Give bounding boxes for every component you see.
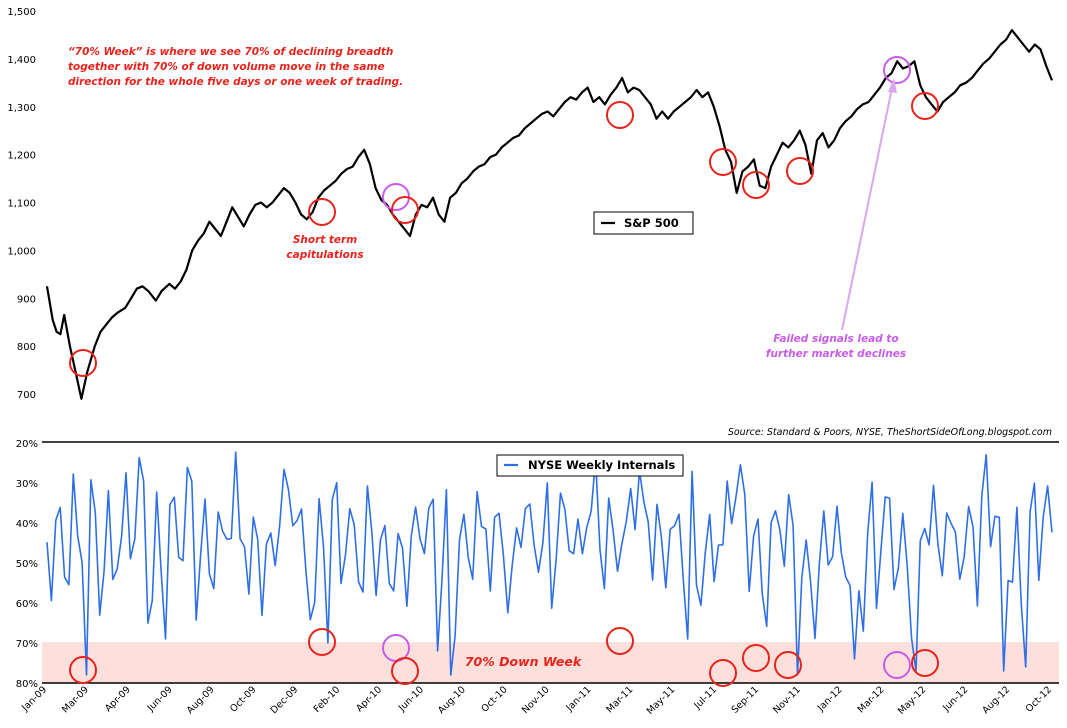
signal-circle — [606, 101, 634, 129]
x-tick-label: Jun-10 — [396, 684, 426, 714]
nyse-ytick-label: 60% — [16, 599, 38, 610]
signal-circle — [742, 644, 770, 672]
x-axis: Jan-09 Mar-09 Apr-09 Jun-09 Aug-09 Oct-09 Dec-… — [19, 684, 1054, 717]
x-tick-label: Apr-09 — [103, 684, 133, 714]
signal-circle — [308, 628, 336, 656]
annotation-line-1: “70% Week” is where we see 70% of declin… — [68, 46, 393, 58]
failed-signals-line-1: Failed signals lead to — [773, 333, 898, 345]
nyse-ytick-label: 80% — [16, 679, 38, 690]
x-tick-label: Jan-11 — [564, 684, 594, 714]
annotation-block: “70% Week” is where we see 70% of declin… — [68, 46, 403, 88]
short-term-label: Short term capitulations — [286, 234, 363, 261]
failed-signals-arrowhead — [888, 78, 897, 93]
signal-circle — [774, 651, 802, 679]
nyse-line — [46, 451, 1053, 676]
signal-circle — [709, 659, 737, 687]
nyse-ytick-label: 20% — [16, 439, 38, 450]
x-tick-label: Oct-10 — [479, 684, 509, 714]
sp500-ytick-label: 900 — [17, 294, 36, 305]
signal-circle — [742, 171, 770, 199]
x-tick-label: Oct-09 — [228, 684, 258, 714]
signal-circle — [883, 651, 911, 679]
signal-circle — [786, 157, 814, 185]
signal-circle — [391, 657, 419, 685]
short-term-label-line-1: Short term — [293, 234, 357, 246]
x-tick-label: Aug-12 — [980, 684, 1012, 716]
signal-circle — [911, 92, 939, 120]
x-tick-label: Aug-10 — [436, 684, 468, 716]
signal-circle — [883, 56, 911, 84]
nyse-legend: NYSE Weekly Internals — [496, 454, 684, 477]
sp500-legend: S&P 500 — [593, 211, 694, 235]
x-tick-label: Mar-09 — [60, 684, 91, 715]
sp500-ytick-label: 1,400 — [7, 55, 36, 66]
signal-circle — [391, 196, 419, 224]
sp500-ytick-label: 1,300 — [7, 103, 36, 114]
sp500-y-axis: 700 800 900 1,000 1,100 1,200 1,300 1,400 1,500 — [7, 7, 36, 401]
sp500-line — [45, 29, 1054, 400]
x-tick-label: Dec-09 — [269, 684, 301, 716]
annotation-line-3: direction for the whole five days or one… — [68, 76, 403, 88]
sp500-ytick-label: 1,100 — [7, 199, 36, 210]
x-tick-label: Jun-09 — [145, 684, 175, 714]
nyse-legend-label: NYSE Weekly Internals — [528, 458, 675, 472]
x-tick-label: Aug-09 — [185, 684, 217, 716]
x-tick-label: May-12 — [896, 684, 929, 717]
sp500-legend-label: S&P 500 — [624, 216, 679, 230]
nyse-ytick-label: 70% — [16, 639, 38, 650]
signal-circle — [911, 649, 939, 677]
x-tick-label: Nov-10 — [520, 684, 552, 716]
x-tick-label: Nov-11 — [771, 684, 803, 716]
signal-circle — [69, 656, 97, 684]
signal-circle — [308, 198, 336, 226]
sp500-ytick-label: 800 — [17, 342, 36, 353]
sp500-panel: 7008009001,0001,1001,2001,3001,4001,500 … — [7, 7, 1054, 401]
x-tick-label: Apr-10 — [354, 684, 384, 714]
nyse-panel: 20% 30% 40% 50% 60% 70% 80% 70% Down Week Sour… — [16, 427, 1059, 717]
failed-signals-line-2: further market declines — [766, 348, 906, 360]
sp500-legend-box — [593, 211, 694, 235]
x-tick-label: Mar-12 — [856, 684, 887, 715]
failed-signals-arrow — [841, 87, 893, 331]
sp500-ytick-label: 700 — [17, 390, 36, 401]
source-label: Source: Standard & Poors, NYSE, TheShort… — [728, 427, 1052, 438]
nyse-ytick-label: 30% — [16, 479, 38, 490]
band-label: 70% Down Week — [465, 654, 582, 669]
x-tick-label: Mar-11 — [604, 684, 635, 715]
sp500-ytick-label: 1,000 — [7, 246, 36, 257]
sp500-ytick-label: 1,500 — [7, 7, 36, 18]
x-tick-label: May-11 — [645, 684, 678, 717]
signal-circle — [69, 349, 97, 377]
signal-circle — [709, 148, 737, 176]
sp500-signal-circles — [69, 56, 939, 377]
short-term-label-line-2: capitulations — [286, 249, 363, 261]
x-tick-label: Jan-12 — [815, 684, 845, 714]
annotation-line-2: together with 70% of down volume move in… — [68, 61, 385, 73]
signal-circle — [606, 627, 634, 655]
x-tick-label: Sep-11 — [730, 684, 761, 715]
x-tick-label: Jul-11 — [692, 684, 720, 712]
nyse-legend-box — [496, 454, 684, 477]
nyse-signal-circles — [69, 627, 939, 687]
x-tick-label: Oct-12 — [1024, 684, 1054, 714]
failed-signals-label: Failed signals lead to further market de… — [766, 78, 906, 360]
sp500-ytick-label: 1,200 — [7, 151, 36, 162]
x-tick-label: Feb-10 — [312, 684, 343, 715]
nyse-y-axis: 20% 30% 40% 50% 60% 70% 80% — [16, 439, 38, 690]
nyse-ytick-label: 50% — [16, 559, 38, 570]
nyse-ytick-label: 40% — [16, 519, 38, 530]
x-tick-label: Jun-12 — [940, 684, 970, 714]
